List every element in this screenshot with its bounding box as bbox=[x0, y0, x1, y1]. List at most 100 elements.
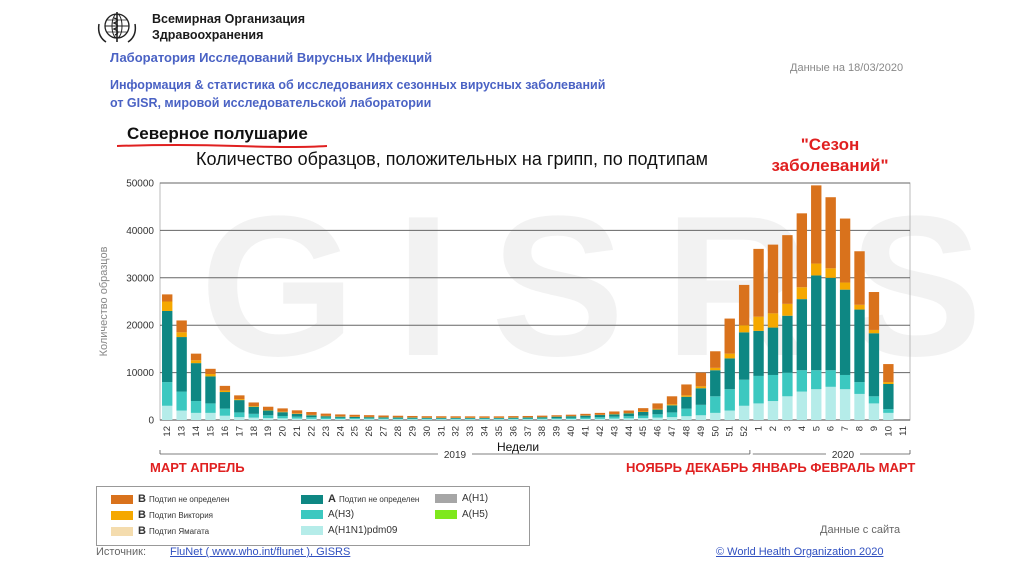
bar-segment bbox=[854, 251, 865, 305]
x-tick-label: 31 bbox=[436, 426, 447, 437]
bar-segment bbox=[479, 416, 490, 418]
bar-segment bbox=[710, 367, 721, 371]
bar-segment bbox=[522, 418, 533, 420]
bar-segment bbox=[291, 416, 303, 419]
legend-item-a-h3: A(H3) bbox=[301, 509, 354, 520]
bar-segment bbox=[710, 370, 721, 397]
bar-segment bbox=[637, 415, 649, 419]
bar-segment bbox=[623, 413, 634, 417]
bar-segment bbox=[205, 376, 216, 404]
legend-label: A(H1) bbox=[462, 493, 489, 504]
x-tick-label: 7 bbox=[840, 426, 851, 431]
x-tick-label: 52 bbox=[739, 426, 750, 437]
bar-segment bbox=[825, 268, 836, 278]
bar-segment bbox=[262, 406, 274, 411]
legend-letter: B bbox=[138, 493, 146, 505]
bar-segment bbox=[508, 418, 519, 420]
legend-label: Подтип Ямагата bbox=[148, 526, 210, 536]
bar-segment bbox=[652, 417, 663, 420]
bar-segment bbox=[825, 386, 836, 420]
year-label-2019: 2019 bbox=[444, 450, 467, 461]
bar-segment bbox=[782, 396, 793, 420]
bar-segment bbox=[493, 416, 505, 418]
bar-segment bbox=[839, 218, 851, 283]
bar-segment bbox=[825, 197, 836, 269]
bar-segment bbox=[637, 418, 649, 420]
bar-segment bbox=[378, 419, 389, 420]
bar-segment bbox=[537, 415, 548, 417]
bar-segment bbox=[811, 263, 822, 276]
bar-segment bbox=[306, 417, 317, 419]
source-link[interactable]: FluNet ( www.who.int/flunet ), GISRS bbox=[170, 546, 351, 558]
bar-segment bbox=[666, 404, 678, 406]
bar-segment bbox=[753, 330, 764, 376]
x-tick-label: 13 bbox=[177, 426, 188, 437]
bar-segment bbox=[695, 415, 707, 420]
legend-item-a-undetermined: A Подтип не определен bbox=[301, 493, 419, 505]
bar-segment bbox=[580, 417, 591, 419]
legend-item-a-h1n1: A(H1N1)pdm09 bbox=[301, 525, 397, 536]
x-tick-label: 20 bbox=[278, 426, 289, 437]
bar-segment bbox=[162, 310, 173, 383]
copyright-link[interactable]: © World Health Organization 2020 bbox=[716, 546, 884, 558]
x-tick-label: 16 bbox=[220, 426, 231, 437]
bar-segment bbox=[436, 416, 447, 418]
bar-segment bbox=[320, 417, 332, 420]
x-tick-label: 41 bbox=[580, 426, 591, 437]
bar-segment bbox=[796, 299, 808, 371]
bar-segment bbox=[306, 412, 317, 415]
y-tick-label: 0 bbox=[148, 416, 154, 427]
bar-segment bbox=[710, 396, 721, 413]
bar-segment bbox=[522, 415, 533, 418]
bar-segment bbox=[493, 417, 505, 419]
bar-segment bbox=[436, 419, 447, 420]
bar-segment bbox=[464, 419, 476, 420]
bar-segment bbox=[421, 418, 433, 420]
bar-segment bbox=[190, 412, 202, 420]
months-right-label: НОЯБРЬ ДЕКАБРЬ ЯНВАРЬ ФЕВРАЛЬ МАРТ bbox=[626, 460, 916, 475]
bar-segment bbox=[825, 370, 836, 387]
bar-segment bbox=[392, 417, 404, 419]
bar-segment bbox=[868, 403, 880, 420]
bar-segment bbox=[262, 410, 274, 416]
bar-segment bbox=[219, 408, 231, 416]
bar-segment bbox=[162, 301, 173, 311]
x-tick-label: 37 bbox=[523, 426, 534, 437]
year-label-bg bbox=[826, 448, 860, 460]
bar-segment bbox=[291, 418, 303, 420]
months-left-label: МАРТ АПРЕЛЬ bbox=[150, 460, 245, 475]
bar-segment bbox=[839, 374, 851, 390]
bar-segment bbox=[493, 418, 505, 420]
org-name-line2: Здравоохранения bbox=[152, 28, 264, 42]
bar-segment bbox=[796, 370, 808, 392]
bar-segment bbox=[565, 416, 577, 418]
bar-segment bbox=[609, 411, 620, 415]
x-tick-label: 1 bbox=[754, 426, 765, 431]
legend-swatch bbox=[301, 510, 323, 519]
y-tick-label: 30000 bbox=[126, 273, 154, 284]
bar-segment bbox=[335, 414, 346, 417]
x-tick-label: 44 bbox=[624, 426, 635, 437]
bar-segment bbox=[666, 396, 678, 405]
bar-segment bbox=[162, 405, 173, 420]
x-tick-label: 10 bbox=[883, 426, 894, 437]
bar-segment bbox=[565, 414, 577, 416]
bar-segment bbox=[363, 415, 375, 417]
season-label: "Сезон заболеваний" bbox=[745, 134, 915, 176]
legend-item-b-undetermined: B Подтип не определен bbox=[111, 493, 229, 505]
bar-segment bbox=[796, 391, 808, 420]
bar-segment bbox=[738, 379, 750, 406]
bar-segment bbox=[205, 374, 216, 377]
bar-segment bbox=[724, 358, 735, 390]
bar-segment bbox=[378, 417, 389, 419]
bar-segment bbox=[738, 325, 750, 333]
bar-segment bbox=[767, 313, 779, 328]
bar-segment bbox=[565, 417, 577, 420]
hemisphere-title: Северное полушарие bbox=[127, 124, 308, 143]
legend-swatch bbox=[301, 494, 323, 504]
bar-segment bbox=[407, 417, 418, 419]
bar-segment bbox=[724, 389, 735, 411]
bar-segment bbox=[392, 419, 404, 420]
legend-letter: B bbox=[138, 509, 146, 521]
season-label-line1: "Сезон bbox=[800, 135, 860, 154]
